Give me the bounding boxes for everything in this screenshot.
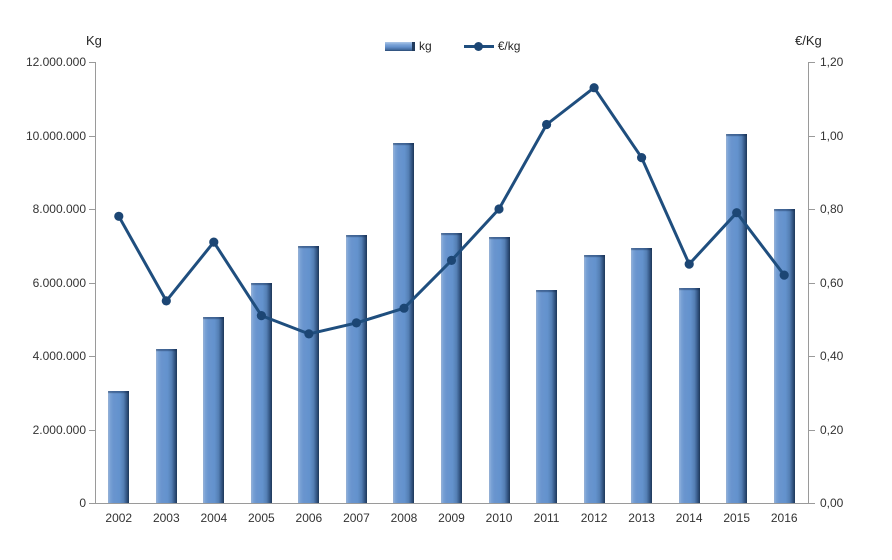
left-axis-tick	[89, 135, 95, 137]
left-axis-tick-label: 8.000.000	[32, 202, 86, 216]
bar-2011	[536, 289, 558, 503]
bar-2014	[678, 288, 700, 503]
left-axis-tick	[89, 209, 95, 210]
left-axis-tick-label: 0	[79, 496, 86, 510]
right-axis-tick	[809, 135, 815, 137]
right-axis-tick-label: 1,20	[820, 55, 844, 69]
bar-2010	[488, 236, 510, 503]
right-axis-tick-label: 0,60	[820, 275, 844, 290]
bar-2008	[393, 142, 415, 503]
left-axis-tick-label: 2.000.000	[32, 422, 86, 437]
bar-2007	[345, 234, 367, 503]
x-axis-tick-label: 2005	[248, 511, 275, 525]
legend-label-eur-per-kg: €/kg	[497, 39, 521, 53]
x-axis-tick-label: 2007	[343, 511, 370, 525]
x-axis-tick-label: 2016	[770, 511, 798, 525]
right-axis-title: €/Kg	[795, 33, 822, 48]
price-point-2013	[637, 153, 647, 163]
price-point-2012	[589, 83, 599, 93]
x-axis-tick-label: 2009	[438, 511, 465, 525]
right-axis-tick-label: 0,40	[820, 349, 844, 363]
right-axis-tick-label: 0,80	[820, 202, 844, 216]
left-axis-tick-label: 4.000.000	[32, 349, 86, 363]
bar-2003	[155, 348, 177, 503]
right-axis-tick-label: 1,00	[820, 128, 844, 143]
bar-2004	[203, 317, 225, 503]
legend-item-eur-per-kg: €/kg	[463, 39, 521, 53]
legend-label-kg: kg	[419, 39, 432, 53]
price-point-2003	[161, 296, 171, 306]
x-axis-tick-label: 2011	[533, 511, 560, 525]
left-axis-title: Kg	[86, 33, 102, 48]
bar-2013	[631, 247, 653, 503]
left-axis-tick-label: 6.000.000	[32, 275, 86, 290]
right-axis-tick	[809, 62, 815, 63]
right-axis-line	[808, 62, 809, 503]
legend: kg €/kg	[385, 39, 520, 53]
left-axis-tick	[89, 282, 95, 284]
x-axis-tick-label: 2002	[105, 511, 133, 525]
price-point-2002	[114, 211, 124, 221]
legend-item-kg: kg	[385, 39, 432, 53]
left-axis-line	[95, 62, 96, 503]
right-axis-tick	[809, 282, 815, 284]
bar-series-swatch-icon	[385, 41, 415, 51]
x-axis-tick-label: 2003	[152, 511, 180, 525]
price-point-2004	[209, 237, 219, 247]
left-axis-tick-label: 10.000.000	[25, 128, 86, 143]
right-axis-tick	[809, 503, 815, 504]
bar-2016	[773, 209, 795, 503]
x-axis-tick-label: 2012	[580, 511, 608, 525]
bar-2006	[298, 245, 320, 503]
x-axis-tick-label: 2008	[390, 511, 418, 525]
right-axis-tick	[809, 356, 815, 357]
x-axis-tick-label: 2014	[675, 511, 703, 525]
right-axis-tick	[809, 429, 815, 431]
bar-2012	[583, 254, 605, 503]
x-axis-tick-label: 2015	[723, 511, 751, 525]
left-axis-tick	[89, 503, 95, 504]
right-axis-tick-label: 0,20	[820, 422, 844, 437]
bar-2015	[726, 133, 748, 503]
bar-2002	[108, 390, 130, 503]
x-axis-tick-label: 2010	[485, 511, 513, 525]
bottom-axis-line	[95, 503, 809, 504]
price-point-2011	[542, 119, 552, 130]
price-point-2010	[494, 204, 504, 214]
left-axis-tick	[89, 356, 95, 357]
x-axis-tick-label: 2006	[295, 511, 323, 525]
left-axis-tick	[89, 429, 95, 431]
price-point-2014	[684, 259, 694, 269]
line-series-swatch-icon	[463, 41, 494, 51]
bar-2005	[250, 282, 272, 503]
right-axis-tick-label: 0,00	[820, 496, 844, 510]
left-axis-tick	[89, 62, 95, 63]
x-axis-tick-label: 2004	[200, 511, 228, 525]
right-axis-tick	[809, 209, 815, 210]
bar-2009	[441, 232, 462, 503]
left-axis-tick-label: 12.000.000	[25, 55, 86, 69]
x-axis-tick-label: 2013	[628, 511, 655, 525]
